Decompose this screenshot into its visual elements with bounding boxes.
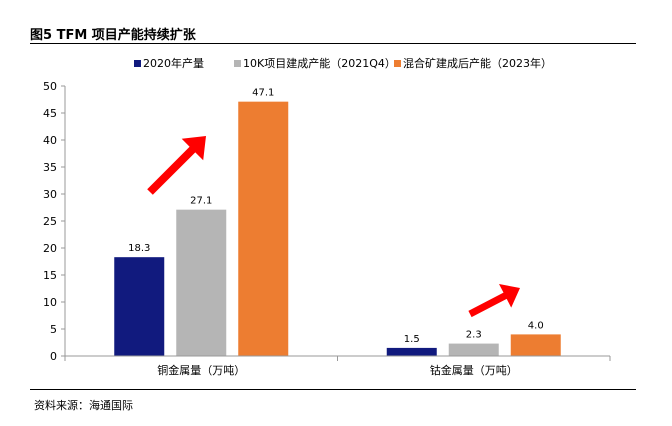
top-rule — [30, 43, 636, 44]
legend-swatch-3 — [394, 60, 401, 67]
figure-title: 图5 TFM 项目产能持续扩张 — [30, 28, 196, 43]
y-tick-label: 0 — [50, 350, 57, 363]
bottom-rule — [30, 389, 636, 390]
y-tick-label: 20 — [43, 242, 57, 255]
source-note: 资料来源：海通国际 — [34, 399, 133, 412]
annotations — [147, 136, 520, 318]
y-tick-label: 35 — [43, 161, 57, 174]
x-category-label: 铜金属量（万吨） — [157, 363, 245, 377]
data-label: 1.5 — [404, 334, 420, 345]
x-category-label: 钴金属量（万吨） — [430, 363, 518, 377]
y-tick-label: 15 — [43, 269, 57, 282]
data-label: 27.1 — [190, 196, 212, 207]
y-axis: 0 5 10 15 20 25 30 35 40 45 50 — [43, 80, 66, 363]
legend-label-1: 2020年产量 — [143, 56, 204, 70]
bar — [386, 347, 437, 356]
legend-swatch-1 — [134, 60, 141, 67]
red-arrow-up — [147, 136, 206, 195]
bars — [114, 101, 561, 356]
bar — [510, 334, 561, 356]
data-labels: 18.3 27.1 47.1 1.5 2.3 4.0 — [128, 88, 544, 345]
legend: 2020年产量 10K项目建成产能（2021Q4） 混合矿建成后产能（2023年） — [134, 56, 552, 70]
y-tick-label: 10 — [43, 296, 57, 309]
y-tick-label: 5 — [50, 323, 57, 336]
bar — [238, 101, 289, 356]
y-tick-label: 40 — [43, 134, 57, 147]
y-tick-label: 25 — [43, 215, 57, 228]
bar — [448, 343, 499, 356]
red-arrow-up — [468, 284, 520, 318]
y-tick-label: 30 — [43, 188, 57, 201]
x-axis: 铜金属量（万吨） 钴金属量（万吨） — [64, 355, 611, 377]
y-tick-label: 50 — [43, 80, 57, 93]
legend-swatch-2 — [234, 60, 241, 67]
data-label: 2.3 — [466, 330, 482, 341]
bar — [114, 257, 165, 356]
data-label: 47.1 — [252, 88, 274, 99]
data-label: 18.3 — [128, 243, 150, 254]
bar — [176, 209, 227, 356]
legend-label-2: 10K项目建成产能（2021Q4） — [243, 56, 396, 70]
legend-label-3: 混合矿建成后产能（2023年） — [403, 56, 552, 70]
y-tick-label: 45 — [43, 107, 57, 120]
data-label: 4.0 — [528, 320, 544, 331]
